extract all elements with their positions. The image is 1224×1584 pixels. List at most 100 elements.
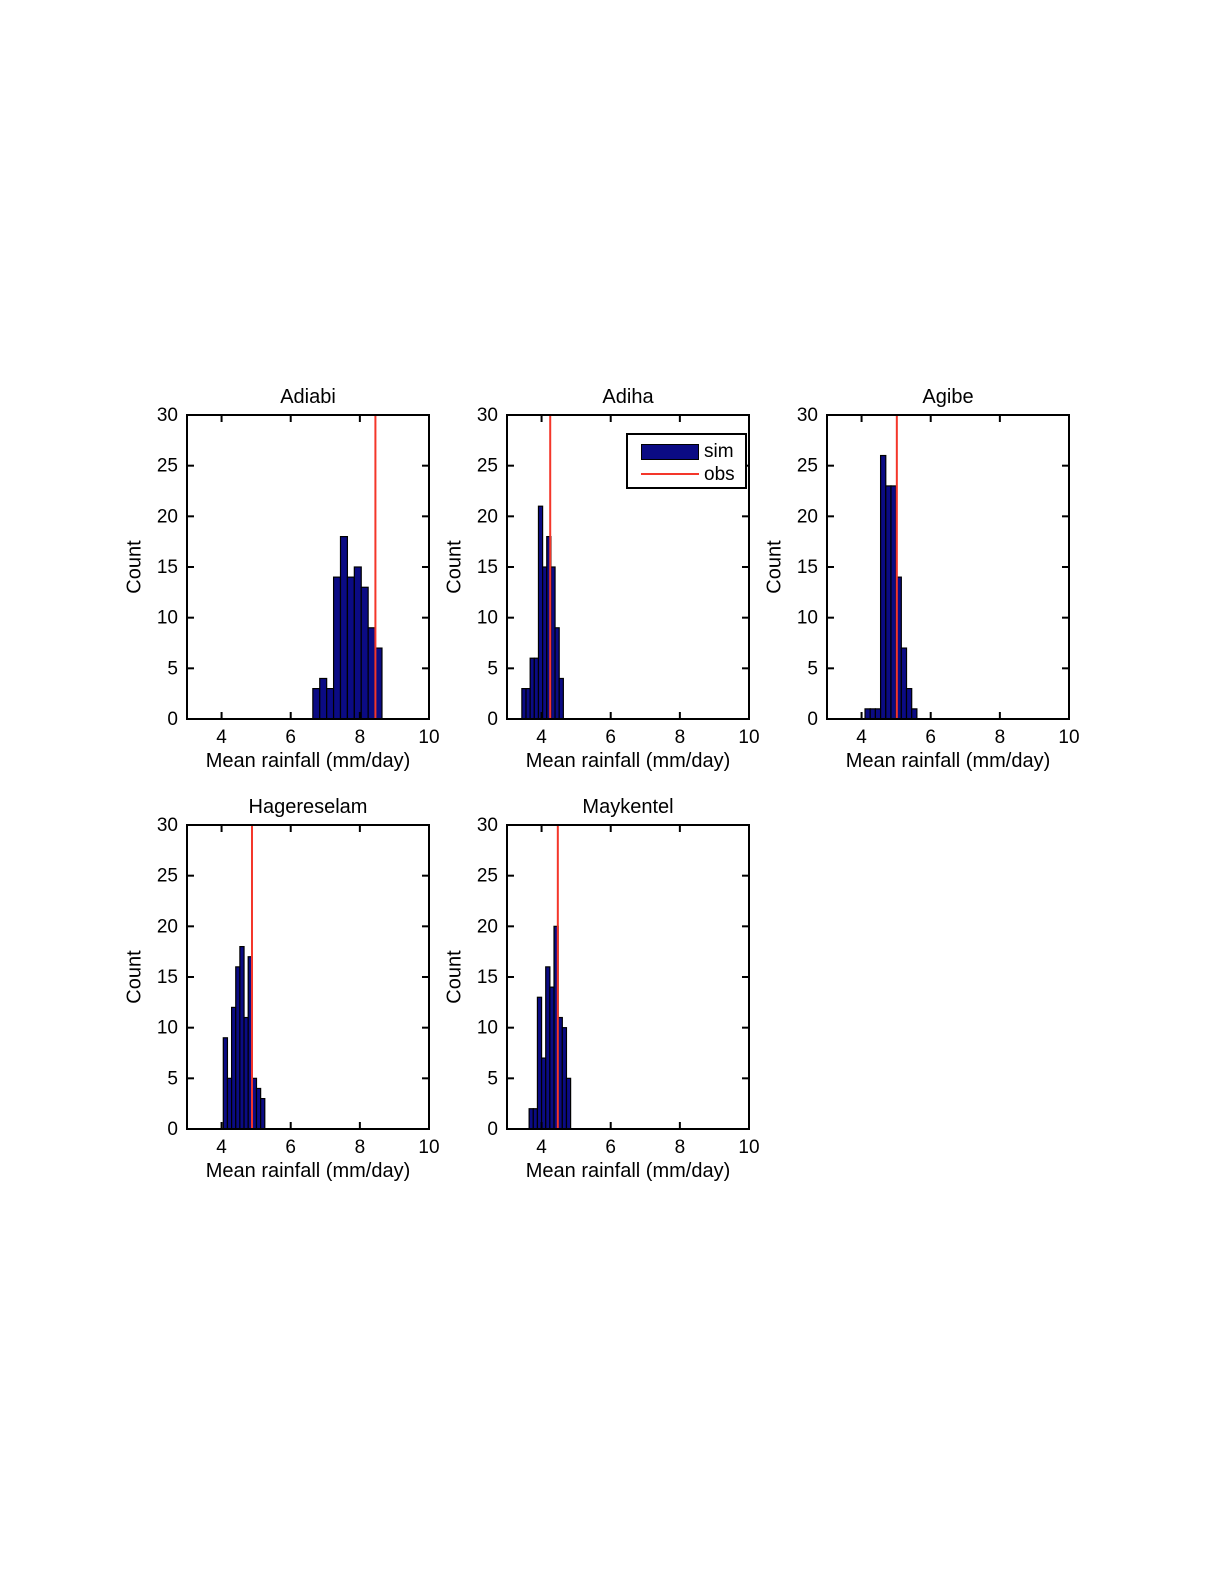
subplot-adiabi: Adiabi Count 4 6 8 10 0 5 10 15 20 25 30 Mean rain…: [124, 386, 440, 772]
histogram-bar: [360, 586, 369, 720]
histogram-bar: [874, 708, 882, 720]
legend-obs-label: obs: [704, 464, 735, 485]
y-tick-label: 15: [157, 557, 178, 578]
histogram-bar: [558, 677, 564, 720]
histogram-bar: [353, 566, 362, 720]
y-axis-label: Count: [123, 950, 146, 1004]
x-axis-label: Mean rainfall (mm/day): [205, 1160, 411, 1182]
histogram-bar: [561, 1027, 568, 1130]
y-tick-label: 10: [157, 1018, 178, 1039]
x-axis-label: Mean rainfall (mm/day): [525, 1160, 731, 1182]
histogram-bar: [533, 657, 540, 720]
histogram-bar: [869, 708, 876, 720]
y-tick-label: 5: [487, 1068, 498, 1089]
y-tick-label: 15: [157, 967, 178, 988]
legend: sim obs: [626, 433, 747, 489]
histogram-bar: [260, 1098, 266, 1130]
y-tick-label: 20: [157, 506, 178, 527]
legend-sim-label: sim: [704, 441, 734, 462]
y-tick-label: 25: [157, 866, 178, 887]
histogram-bar: [545, 966, 551, 1130]
histogram-bar: [319, 677, 328, 720]
plot-title: Hagereselam: [248, 796, 368, 818]
x-tick-label: 6: [285, 727, 296, 748]
subplot-maykentel: Maykentel Count 4 6 8 10 0 5 10 15 20 25 30 Mean r…: [444, 796, 760, 1182]
y-axis-label: Count: [763, 540, 786, 594]
y-tick-label: 20: [477, 506, 498, 527]
x-tick-label: 4: [856, 727, 867, 748]
y-tick-label: 20: [157, 916, 178, 937]
histogram-bar: [905, 688, 913, 720]
histogram-bar: [332, 576, 342, 720]
histogram-bar: [255, 1087, 262, 1130]
y-tick-label: 25: [477, 456, 498, 477]
y-tick-label: 5: [167, 1068, 178, 1089]
histogram-bar: [346, 576, 355, 720]
y-axis-label: Count: [123, 540, 146, 594]
axes-box: [186, 414, 430, 720]
histogram-bar: [532, 1108, 539, 1130]
x-tick-label: 6: [605, 1137, 616, 1158]
histogram-bar: [235, 966, 241, 1130]
y-tick-label: 20: [477, 916, 498, 937]
y-tick-label: 0: [167, 1119, 178, 1140]
y-tick-label: 25: [157, 456, 178, 477]
histogram-bar: [879, 454, 887, 720]
legend-sim-swatch: [641, 444, 699, 460]
y-tick-label: 5: [487, 658, 498, 679]
x-tick-label: 8: [675, 1137, 686, 1158]
subplot-hagereselam: Hagereselam Count 4 6 8 10 0 5 10 15 20 25 30 Mean…: [124, 796, 440, 1182]
y-tick-label: 25: [477, 866, 498, 887]
plot-area-agibe: 4 6 8 10 0 5 10 15 20 25 30: [797, 405, 1080, 748]
legend-obs-line: [641, 473, 699, 475]
x-tick-label: 8: [995, 727, 1006, 748]
histogram-bar: [326, 688, 335, 720]
plot-area-adiha: 4 6 8 10 0 5 10 15 20 25 30: [477, 405, 760, 748]
y-tick-label: 25: [797, 456, 818, 477]
histogram-bar: [537, 505, 544, 720]
histogram-bar: [525, 688, 531, 720]
plot-title: Adiabi: [280, 386, 336, 408]
histogram-bar: [226, 1077, 233, 1130]
histogram-bar: [536, 996, 543, 1130]
y-tick-label: 10: [157, 608, 178, 629]
histogram-bar: [549, 986, 555, 1130]
y-tick-label: 0: [487, 1119, 498, 1140]
y-tick-label: 0: [487, 709, 498, 730]
y-tick-label: 10: [797, 608, 818, 629]
histogram-bar: [243, 1016, 249, 1130]
x-tick-label: 6: [285, 1137, 296, 1158]
x-tick-label: 4: [536, 1137, 547, 1158]
histogram-bar: [885, 485, 892, 720]
y-tick-label: 15: [477, 557, 498, 578]
y-tick-label: 15: [477, 967, 498, 988]
y-tick-label: 10: [477, 608, 498, 629]
x-tick-label: 8: [675, 727, 686, 748]
y-tick-label: 30: [797, 405, 818, 426]
y-tick-label: 0: [167, 709, 178, 730]
x-tick-label: 6: [605, 727, 616, 748]
histogram-bar: [900, 647, 908, 720]
histogram-bar: [554, 627, 560, 720]
plot-title: Agibe: [922, 386, 974, 408]
histogram-bar: [529, 657, 535, 720]
x-tick-label: 10: [1058, 727, 1079, 748]
histogram-bar: [367, 627, 376, 720]
histogram-bar: [540, 1057, 547, 1130]
plot-area-maykentel: 4 6 8 10 0 5 10 15 20 25 30: [477, 815, 760, 1158]
subplot-adiha: Adiha Count 4 6 8 10 0 5 10 15 20 25 30 sim obs Me…: [444, 386, 760, 772]
histogram-bar: [222, 1037, 229, 1130]
y-tick-label: 30: [157, 815, 178, 836]
y-axis-label: Count: [443, 950, 466, 1004]
y-tick-label: 0: [807, 709, 818, 730]
histogram-bar: [565, 1077, 572, 1130]
histogram-bar: [864, 708, 871, 720]
y-axis-label: Count: [443, 540, 466, 594]
axes-box: [826, 414, 1070, 720]
plot-title: Maykentel: [582, 796, 674, 818]
y-tick-label: 15: [797, 557, 818, 578]
x-tick-label: 4: [216, 727, 227, 748]
y-tick-label: 30: [477, 815, 498, 836]
x-tick-label: 4: [536, 727, 547, 748]
histogram-bar: [528, 1108, 534, 1130]
